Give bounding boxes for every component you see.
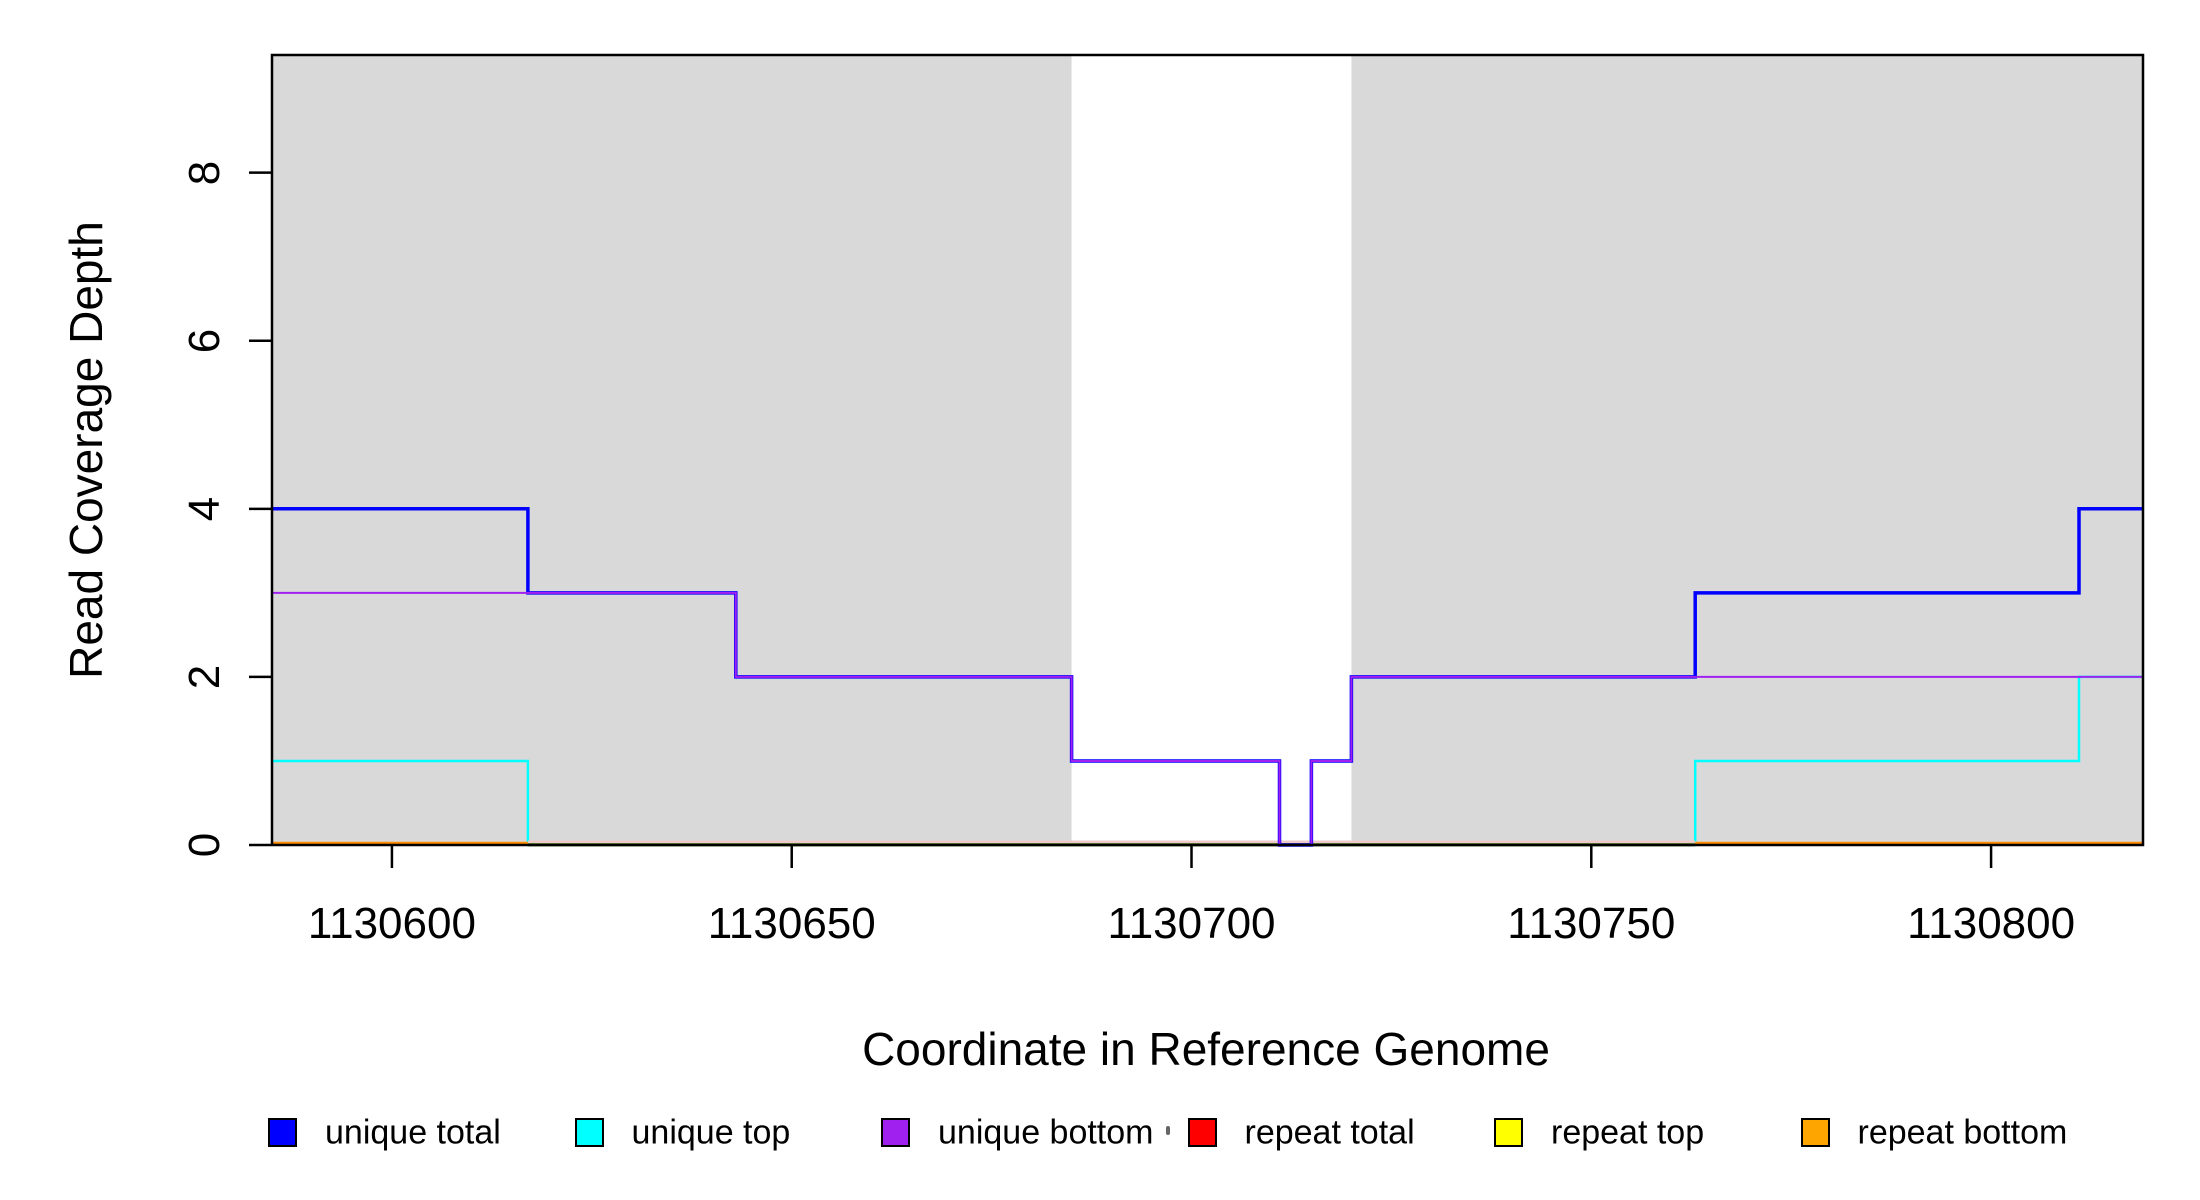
x-tick-label: 1130750 bbox=[1507, 899, 1676, 948]
legend-swatch-unique-top bbox=[574, 1118, 604, 1147]
legend-label: unique total bbox=[325, 1113, 501, 1152]
y-tick-label: 6 bbox=[180, 328, 229, 353]
y-tick-label: 0 bbox=[180, 832, 229, 858]
y-axis-title: Read Coverage Depth bbox=[60, 221, 112, 679]
legend-swatch-repeat-total bbox=[1187, 1118, 1217, 1147]
legend-swatch-repeat-bottom bbox=[1800, 1118, 1830, 1147]
legend-label: repeat top bbox=[1551, 1113, 1705, 1152]
y-tick-label: 8 bbox=[180, 160, 229, 185]
legend-swatch-repeat-top bbox=[1494, 1118, 1523, 1147]
x-tick-label: 1130800 bbox=[1907, 899, 2076, 948]
legend-swatch-unique-total bbox=[268, 1118, 297, 1147]
unique-top-line bbox=[272, 675, 2143, 847]
shaded-region bbox=[272, 56, 1072, 845]
baseline-blend-pink bbox=[527, 840, 1696, 843]
legend-swatch-unique-bottom bbox=[881, 1118, 910, 1147]
unique-bottom-line bbox=[272, 591, 2143, 846]
legend-label: repeat bottom bbox=[1857, 1113, 2068, 1152]
stray-mark bbox=[1166, 1126, 1170, 1135]
x-tick-label: 1130650 bbox=[707, 899, 876, 948]
y-tick-label: 4 bbox=[180, 496, 229, 522]
legend-label: unique bottom bbox=[938, 1113, 1154, 1152]
x-tick-label: 1130700 bbox=[1107, 899, 1276, 948]
plot-box bbox=[270, 53, 2145, 847]
x-axis-title: Coordinate in Reference Genome bbox=[862, 1023, 1550, 1075]
legend-label: unique top bbox=[631, 1113, 791, 1152]
y-tick-label: 2 bbox=[180, 664, 229, 690]
legend-label: repeat total bbox=[1244, 1113, 1415, 1152]
shaded-region bbox=[1351, 56, 2143, 845]
x-tick-label: 1130600 bbox=[307, 899, 476, 948]
